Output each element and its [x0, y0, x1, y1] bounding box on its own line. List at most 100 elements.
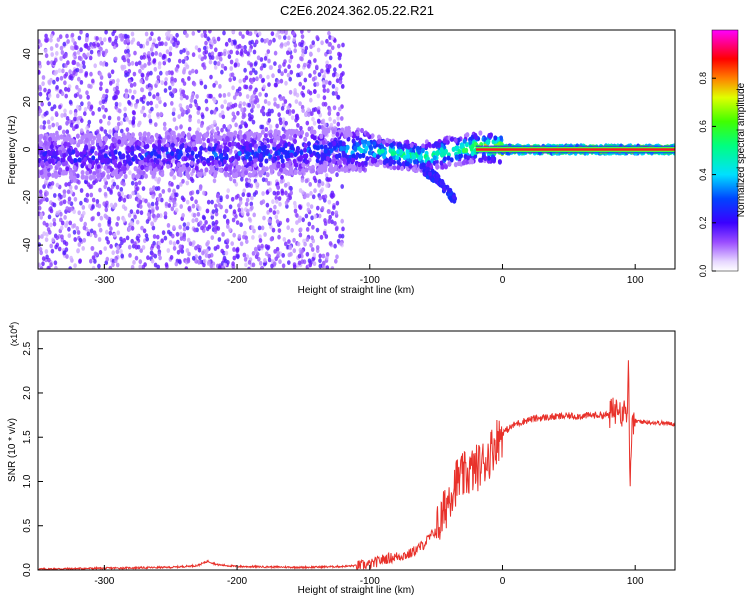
- noise-dot: [126, 38, 130, 43]
- noise-dot: [327, 199, 332, 205]
- noise-dot: [257, 141, 262, 147]
- ridge-dot: [466, 155, 470, 161]
- noise-dot: [311, 116, 315, 122]
- noise-dot: [118, 102, 122, 107]
- noise-dot: [267, 58, 271, 64]
- noise-dot: [184, 266, 189, 269]
- noise-dot: [256, 55, 261, 61]
- noise-dot: [171, 233, 175, 239]
- noise-dot: [73, 263, 77, 268]
- noise-dot: [188, 103, 193, 109]
- ridge-dot: [194, 165, 199, 171]
- noise-dot: [301, 108, 305, 113]
- noise-dot: [86, 94, 90, 100]
- noise-dot: [260, 37, 264, 43]
- noise-dot: [251, 262, 256, 268]
- noise-dot: [313, 214, 318, 219]
- noise-dot: [237, 207, 242, 213]
- noise-dot: [182, 197, 186, 203]
- noise-dot: [268, 65, 273, 70]
- noise-dot: [134, 255, 139, 261]
- ridge-dot: [146, 154, 151, 160]
- noise-dot: [313, 89, 317, 94]
- ridge-dot: [80, 135, 85, 141]
- noise-dot: [119, 187, 124, 192]
- noise-dot: [336, 95, 341, 100]
- ridge-dot: [348, 132, 353, 138]
- noise-dot: [217, 202, 222, 208]
- noise-dot: [103, 213, 108, 219]
- noise-dot: [258, 260, 263, 266]
- ridge-dot: [457, 148, 462, 154]
- noise-dot: [247, 192, 252, 198]
- x-tick-label: 100: [627, 576, 644, 587]
- noise-dot: [139, 64, 144, 69]
- ridge-dot: [444, 148, 448, 154]
- noise-dot: [261, 77, 266, 83]
- noise-dot: [148, 118, 153, 124]
- ridge-dot: [263, 133, 268, 139]
- noise-dot: [128, 170, 132, 176]
- ridge-dot: [126, 132, 131, 138]
- ridge-dot: [208, 142, 213, 148]
- colorbar-tick-label: 0.6: [698, 120, 708, 133]
- noise-dot: [166, 248, 171, 253]
- noise-dot: [310, 247, 315, 252]
- noise-dot: [306, 207, 311, 213]
- noise-dot: [67, 226, 71, 232]
- ridge-dot: [405, 139, 410, 145]
- noise-dot: [303, 77, 308, 83]
- ridge-dot: [287, 128, 292, 134]
- noise-dot: [142, 112, 147, 118]
- noise-dot: [316, 47, 321, 53]
- noise-dot: [68, 220, 73, 226]
- noise-dot: [320, 40, 324, 46]
- noise-dot: [286, 50, 290, 56]
- noise-dot: [56, 93, 60, 99]
- noise-dot: [253, 99, 258, 105]
- noise-dot: [242, 188, 246, 194]
- ridge-dot: [229, 132, 234, 138]
- noise-dot: [292, 237, 296, 243]
- noise-dot: [216, 193, 220, 199]
- ridge-dot: [166, 134, 171, 141]
- carrier-core: [475, 148, 675, 151]
- noise-dot: [122, 181, 126, 187]
- ridge-dot: [332, 140, 337, 146]
- noise-dot: [124, 94, 128, 100]
- noise-dot: [135, 98, 140, 104]
- ridge-dot: [293, 162, 298, 168]
- noise-dot: [86, 231, 91, 237]
- noise-dot: [102, 93, 106, 99]
- noise-dot: [41, 81, 45, 87]
- noise-dot: [139, 204, 143, 209]
- noise-dot: [39, 212, 44, 218]
- noise-dot: [172, 117, 177, 122]
- noise-dot: [261, 199, 266, 205]
- noise-dot: [267, 41, 272, 46]
- noise-dot: [221, 114, 226, 120]
- ridge-dot: [149, 151, 154, 157]
- noise-dot: [39, 250, 43, 256]
- noise-dot: [256, 103, 261, 109]
- ridge-dot: [39, 169, 44, 175]
- snr-marks: [38, 360, 675, 570]
- noise-dot: [217, 51, 222, 57]
- noise-dot: [228, 77, 232, 83]
- noise-dot: [157, 196, 161, 202]
- ridge-dot: [73, 158, 77, 164]
- noise-dot: [244, 262, 248, 268]
- noise-dot: [300, 34, 305, 39]
- ridge-dot: [187, 134, 192, 141]
- noise-dot: [203, 54, 207, 60]
- noise-dot: [328, 116, 332, 122]
- ridge-dot: [194, 153, 199, 159]
- noise-dot: [91, 265, 96, 269]
- noise-dot: [117, 191, 121, 197]
- noise-dot: [311, 40, 316, 46]
- noise-dot: [327, 42, 332, 47]
- ridge-dot: [247, 172, 252, 178]
- ridge-dot: [213, 170, 218, 176]
- dip-dot: [428, 171, 432, 177]
- y-tick-label: 40: [22, 48, 33, 60]
